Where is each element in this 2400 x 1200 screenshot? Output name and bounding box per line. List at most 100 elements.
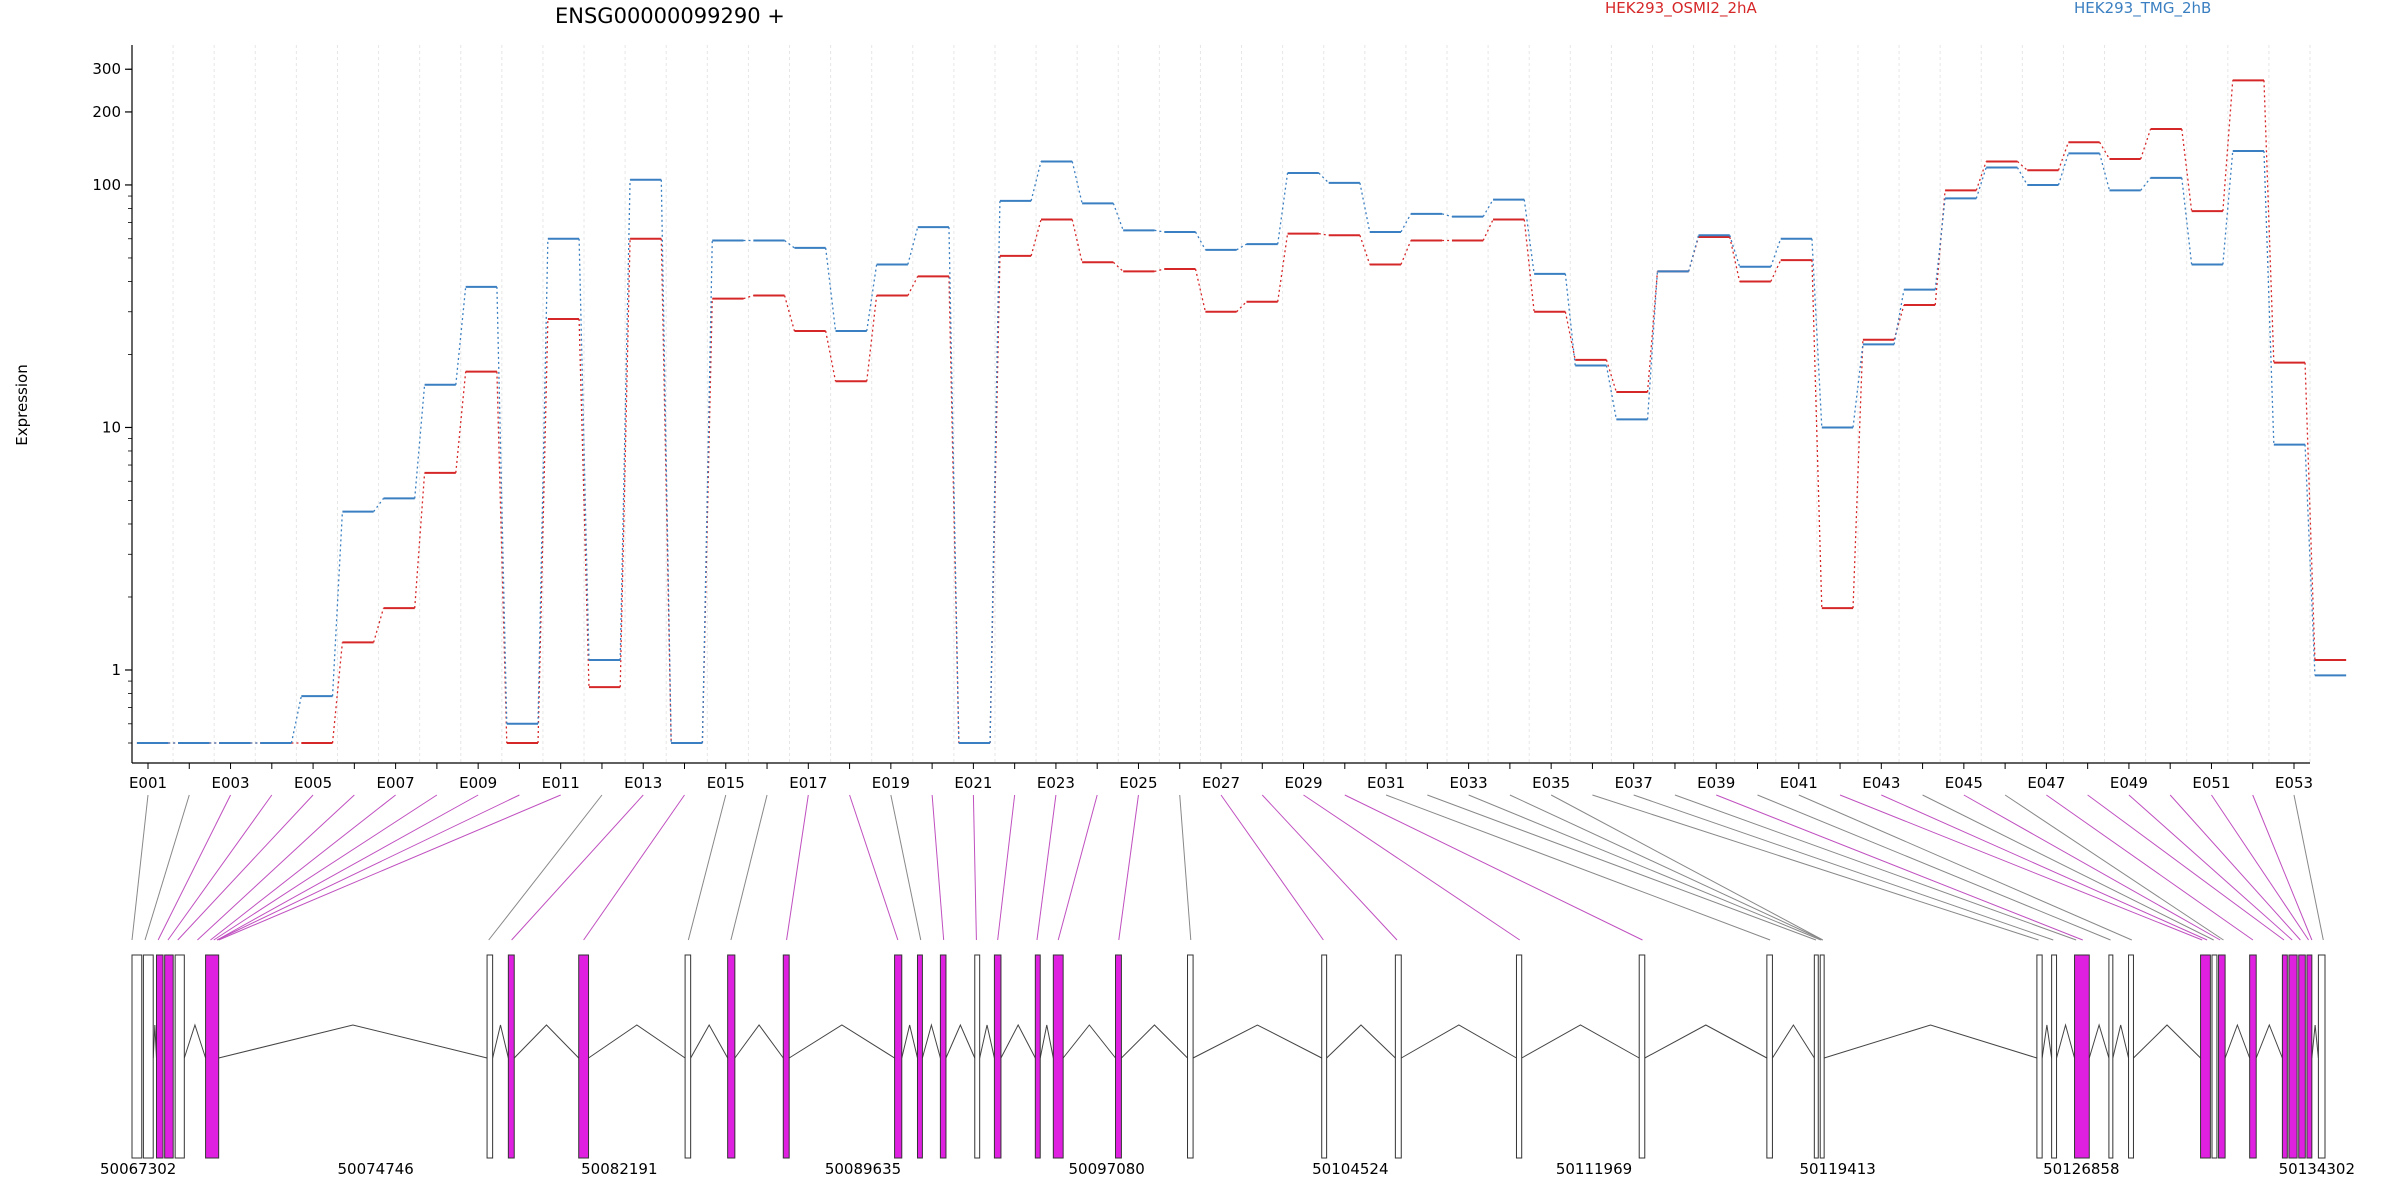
intron [901, 1024, 918, 1059]
intron [588, 1024, 686, 1059]
exon-connector [131, 794, 149, 941]
series-connector [2099, 141, 2111, 160]
series-connector [2222, 150, 2234, 265]
x-tick-label: E007 [377, 774, 415, 792]
exon-connector [157, 794, 231, 941]
exon-connector [2046, 794, 2254, 941]
series-connector [1030, 219, 1042, 257]
exon-connector [997, 794, 1016, 941]
exon-connector [1798, 794, 2133, 941]
exon-connector [1179, 794, 1192, 941]
series-connector [578, 319, 590, 688]
exon [2051, 954, 2058, 1159]
exon-highlighted [507, 954, 515, 1159]
exon-connector [1550, 794, 1824, 941]
exon [174, 954, 185, 1159]
legend-series-1: HEK293_OSMI2_2hA [1605, 0, 1758, 18]
exon-highlighted [916, 954, 923, 1159]
series-connector [1482, 219, 1494, 241]
exon-highlighted [939, 954, 947, 1159]
gene-model [131, 954, 2326, 1159]
series-connector [1688, 235, 1700, 272]
series-connector [1071, 219, 1083, 263]
exon-connector [786, 794, 809, 941]
series-connector [1071, 161, 1083, 204]
series-connector [1236, 243, 1247, 251]
series-connector [1770, 259, 1782, 282]
intron [2041, 1024, 2053, 1059]
series-connector [2016, 160, 2028, 171]
genomic-coordinate-label: 50082191 [581, 1160, 657, 1178]
exon-highlighted [1034, 954, 1041, 1159]
exon [2317, 954, 2326, 1159]
series-connector [1318, 232, 1329, 236]
x-tick-label: E039 [1697, 774, 1735, 792]
exon-connectors [131, 794, 2324, 941]
intron [2255, 1023, 2283, 1059]
intron [1062, 1024, 1116, 1059]
exon [974, 954, 981, 1159]
plot-series [136, 79, 2347, 744]
exon-connector [2252, 794, 2313, 941]
exon-connector [583, 794, 685, 941]
exon-connector [1757, 794, 2111, 941]
exon-connector [2211, 794, 2309, 941]
genomic-coordinate-label: 50119413 [1799, 1160, 1875, 1178]
exon-highlighted [2298, 954, 2306, 1159]
series-connector [455, 371, 467, 473]
exon [2108, 954, 2114, 1159]
genomic-coordinate-label: 50067302 [100, 1160, 176, 1178]
series-connector [660, 238, 672, 744]
x-tick-label: E005 [294, 774, 332, 792]
genomic-coordinate-label: 50134302 [2279, 1160, 2355, 1178]
exon [142, 954, 154, 1159]
y-axis-label: Expression [13, 364, 31, 445]
exon-connector [972, 794, 977, 941]
intron [690, 1023, 729, 1059]
exon-connector [1303, 794, 1521, 941]
exon-connector [1633, 794, 2054, 941]
intron [2224, 1023, 2251, 1059]
series-connector [1975, 167, 1987, 199]
series-connector [2263, 151, 2275, 445]
series-connector [1030, 161, 1042, 201]
series-connector [1811, 260, 1823, 609]
exon-highlighted [2074, 954, 2090, 1159]
series-connector [2181, 128, 2193, 212]
series-connector [578, 238, 590, 660]
exon [1187, 954, 1194, 1159]
exon [684, 954, 692, 1159]
series-connector [1811, 238, 1823, 428]
axes: 1 10 100 200 300 [92, 45, 2310, 764]
x-tick-label: E011 [542, 774, 580, 792]
exon [2036, 954, 2043, 1159]
exon-connector [2004, 794, 2224, 941]
exon-highlighted [2288, 954, 2298, 1159]
series-connector [1112, 261, 1124, 272]
exon-connector [213, 794, 438, 941]
genomic-coordinate-label: 50097080 [1068, 1160, 1144, 1178]
series-connector [1359, 235, 1371, 265]
exon-highlighted [164, 954, 174, 1159]
intron [1192, 1024, 1322, 1059]
x-tick-label: E013 [624, 774, 662, 792]
x-tick-label: E027 [1202, 774, 1240, 792]
exon [1321, 954, 1328, 1159]
exon-highlighted [782, 954, 790, 1159]
exon-connector [1261, 794, 1398, 941]
series-connector [2016, 167, 2028, 186]
series-connector [1893, 289, 1905, 345]
series-connector [619, 238, 631, 688]
exon-connector [210, 794, 396, 941]
intron [1326, 1024, 1396, 1059]
x-tick-label: E029 [1284, 774, 1322, 792]
y-tick-label: 10 [102, 418, 121, 436]
x-tick-label: E033 [1450, 774, 1488, 792]
series-connector [1482, 199, 1494, 217]
series-connector [1605, 365, 1617, 420]
series-connector [701, 240, 713, 744]
series-connector [1154, 268, 1165, 273]
intron [2112, 1024, 2130, 1059]
exon-highlighted [205, 954, 220, 1159]
x-tick-label: E009 [459, 774, 497, 792]
